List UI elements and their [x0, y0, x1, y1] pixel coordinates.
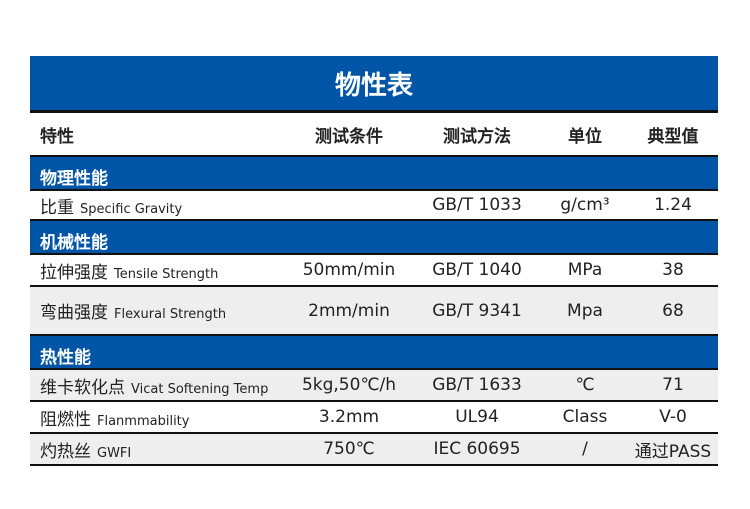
property-cell: 比重 Specific Gravity [30, 193, 286, 218]
property-zh: 比重 [40, 197, 74, 218]
method-cell: GB/T 1633 [432, 375, 522, 395]
property-zh: 拉伸强度 [40, 262, 108, 283]
method-cell: GB/T 1040 [432, 260, 522, 280]
property-zh: 弯曲强度 [40, 303, 108, 323]
condition-cell: 50mm/min [302, 260, 396, 280]
unit-cell: / [582, 439, 588, 459]
table-row: 拉伸强度 Tensile Strength 50mm/min GB/T 1040 … [30, 255, 718, 287]
method-cell: UL94 [455, 407, 499, 427]
value-cell: V-0 [659, 407, 687, 427]
table-row: 阻燃性 Flanmmability 3.2mm UL94 Class V-0 [30, 402, 718, 434]
header-value: 典型值 [647, 126, 699, 147]
property-en: Flexural Strength [114, 307, 227, 322]
section-header: 物理性能 [30, 157, 718, 191]
property-cell: 维卡软化点 Vicat Softening Temp [30, 373, 286, 398]
condition-cell: 3.2mm [318, 407, 380, 427]
table-row: 弯曲强度 Flexural Strength 2mm/min GB/T 9341 … [30, 287, 718, 336]
header-unit: 单位 [568, 126, 602, 147]
value-cell: 71 [662, 375, 684, 395]
header-property: 特性 [40, 126, 74, 147]
property-cell: 拉伸强度 Tensile Strength [30, 258, 286, 283]
table-row: 比重 Specific Gravity GB/T 1033 g/cm³ 1.24 [30, 191, 718, 221]
unit-cell: MPa [567, 260, 603, 280]
property-cell: 灼热丝 GWFI [30, 437, 286, 462]
value-cell: 通过PASS [634, 441, 712, 462]
unit-cell: ℃ [575, 375, 595, 395]
properties-table: 物性表 特性 测试条件 测试方法 单位 典型值 物理性能比重 Specific G… [30, 56, 718, 466]
property-zh: 阻燃性 [40, 409, 91, 430]
property-zh: 维卡软化点 [40, 377, 125, 398]
table-title: 物性表 [30, 56, 718, 113]
unit-cell: Class [562, 407, 608, 427]
property-zh: 灼热丝 [40, 441, 91, 462]
table-row: 灼热丝 GWFI 750℃ IEC 60695 / 通过PASS [30, 434, 718, 466]
property-cell: 弯曲强度 Flexural Strength [30, 298, 286, 323]
property-en: Flanmmability [97, 413, 190, 429]
value-cell: 68 [662, 300, 684, 321]
unit-cell: g/cm³ [560, 195, 610, 215]
value-cell: 1.24 [654, 195, 692, 215]
section-header: 热性能 [30, 336, 718, 370]
property-cell: 阻燃性 Flanmmability [30, 405, 286, 430]
method-cell: GB/T 9341 [432, 300, 522, 321]
value-cell: 38 [662, 260, 684, 280]
property-en: Vicat Softening Temp [131, 381, 269, 397]
condition-cell: 2mm/min [308, 300, 390, 321]
condition-cell: 750℃ [323, 439, 375, 459]
header-condition: 测试条件 [315, 126, 383, 147]
method-cell: GB/T 1033 [432, 195, 522, 215]
property-en: Tensile Strength [114, 266, 219, 282]
section-header: 机械性能 [30, 221, 718, 255]
property-en: GWFI [97, 445, 132, 461]
property-en: Specific Gravity [80, 201, 183, 217]
header-method: 测试方法 [443, 126, 511, 147]
method-cell: IEC 60695 [433, 439, 521, 459]
table-row: 维卡软化点 Vicat Softening Temp 5kg,50℃/h GB/T… [30, 370, 718, 402]
header-row: 特性 测试条件 测试方法 单位 典型值 [30, 113, 718, 157]
unit-cell: Mpa [567, 300, 603, 321]
condition-cell: 5kg,50℃/h [301, 375, 397, 395]
